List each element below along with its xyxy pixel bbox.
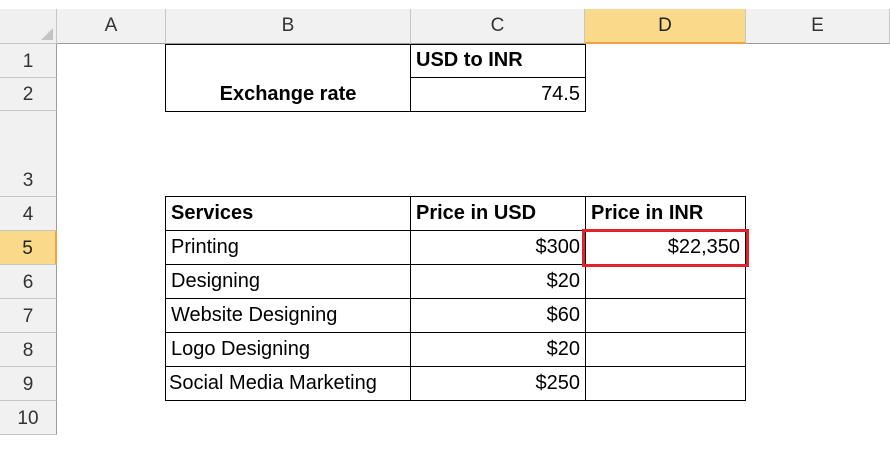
column-header-b[interactable]: B: [166, 9, 411, 44]
table-cell-inr[interactable]: $22,350: [667, 236, 740, 258]
column-header-a[interactable]: A: [57, 9, 166, 44]
table-cell-service[interactable]: Logo Designing: [171, 338, 310, 360]
exchange-rate-value[interactable]: 74.5: [541, 83, 580, 105]
column-header-e[interactable]: E: [746, 9, 890, 44]
select-all-triangle-icon: [41, 28, 53, 40]
table-cell-inr[interactable]: [586, 299, 745, 332]
table-row-divider: [165, 366, 746, 367]
table-cell-service[interactable]: Printing: [171, 236, 239, 258]
row-header-8[interactable]: 8: [0, 333, 57, 367]
table-row-divider: [165, 230, 746, 231]
row-header-5[interactable]: 5: [0, 231, 57, 265]
table-cell-service[interactable]: Social Media Marketing: [169, 372, 377, 394]
row-header-6[interactable]: 6: [0, 265, 57, 299]
table-cell-usd[interactable]: $20: [546, 270, 580, 292]
table-cell-service[interactable]: Designing: [171, 270, 260, 292]
table-header-price-inr[interactable]: Price in INR: [591, 202, 704, 224]
exchange-divider-vertical: [410, 44, 411, 112]
table-cell-service[interactable]: Website Designing: [171, 304, 338, 326]
row-header-10[interactable]: 10: [0, 401, 57, 435]
table-cell-usd[interactable]: $300: [535, 236, 581, 258]
row-header-3[interactable]: 3: [0, 111, 57, 197]
table-row-divider: [165, 264, 746, 265]
row-header-4[interactable]: 4: [0, 197, 57, 231]
exchange-header-cell[interactable]: USD to INR: [416, 49, 523, 71]
table-cell-usd[interactable]: $60: [546, 304, 580, 326]
row-header-7[interactable]: 7: [0, 299, 57, 333]
exchange-divider-horizontal: [410, 77, 586, 78]
table-cell-usd[interactable]: $20: [546, 338, 580, 360]
row-header-1[interactable]: 1: [0, 44, 57, 78]
column-header-d[interactable]: D: [585, 9, 746, 44]
table-cell-inr[interactable]: [586, 265, 745, 298]
column-header-c[interactable]: C: [411, 9, 585, 44]
table-header-price-usd[interactable]: Price in USD: [416, 202, 537, 224]
table-row-divider: [165, 332, 746, 333]
table-cell-usd[interactable]: $250: [535, 372, 581, 394]
row-header-9[interactable]: 9: [0, 367, 57, 401]
table-header-services[interactable]: Services: [171, 202, 254, 224]
table-cell-inr[interactable]: [586, 367, 745, 400]
select-all-corner[interactable]: [0, 9, 57, 44]
row-header-2[interactable]: 2: [0, 78, 57, 111]
table-cell-inr[interactable]: [586, 333, 745, 366]
table-row-divider: [165, 298, 746, 299]
exchange-rate-label[interactable]: Exchange rate: [219, 83, 357, 105]
exchange-rate-box: [165, 44, 586, 112]
